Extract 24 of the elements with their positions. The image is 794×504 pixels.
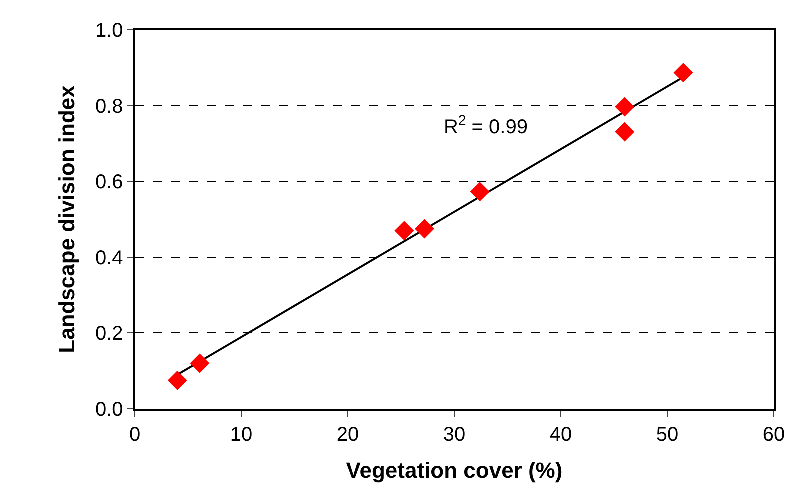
x-tick-label: 50 (656, 424, 679, 446)
x-tick-label: 0 (129, 424, 141, 446)
x-tick-label: 30 (443, 424, 466, 446)
point (615, 97, 635, 117)
x-tick-label: 40 (550, 424, 572, 446)
y-axis-title: Landscape division index (54, 84, 80, 354)
x-tick-label: 20 (336, 424, 360, 446)
y-tick-label: 0.6 (95, 172, 124, 194)
point (190, 354, 210, 374)
point (674, 63, 694, 83)
annotation: R$^{2}$ = 0.99 (444, 112, 528, 138)
x-tick-label: 60 (762, 424, 786, 446)
y-tick-label: 0.2 (95, 323, 124, 346)
y-tick-label: 0.0 (95, 399, 124, 421)
point (168, 370, 188, 390)
point (470, 182, 490, 202)
y-tick-label: 0.4 (95, 247, 124, 270)
point (414, 219, 434, 239)
point (394, 221, 414, 241)
y-tick-label: 1.0 (95, 20, 124, 42)
point (615, 122, 635, 142)
x-axis-title: Vegetation cover (%) (346, 458, 563, 484)
x-tick-label: 10 (230, 424, 253, 446)
y-tick-label: 0.8 (95, 96, 124, 118)
